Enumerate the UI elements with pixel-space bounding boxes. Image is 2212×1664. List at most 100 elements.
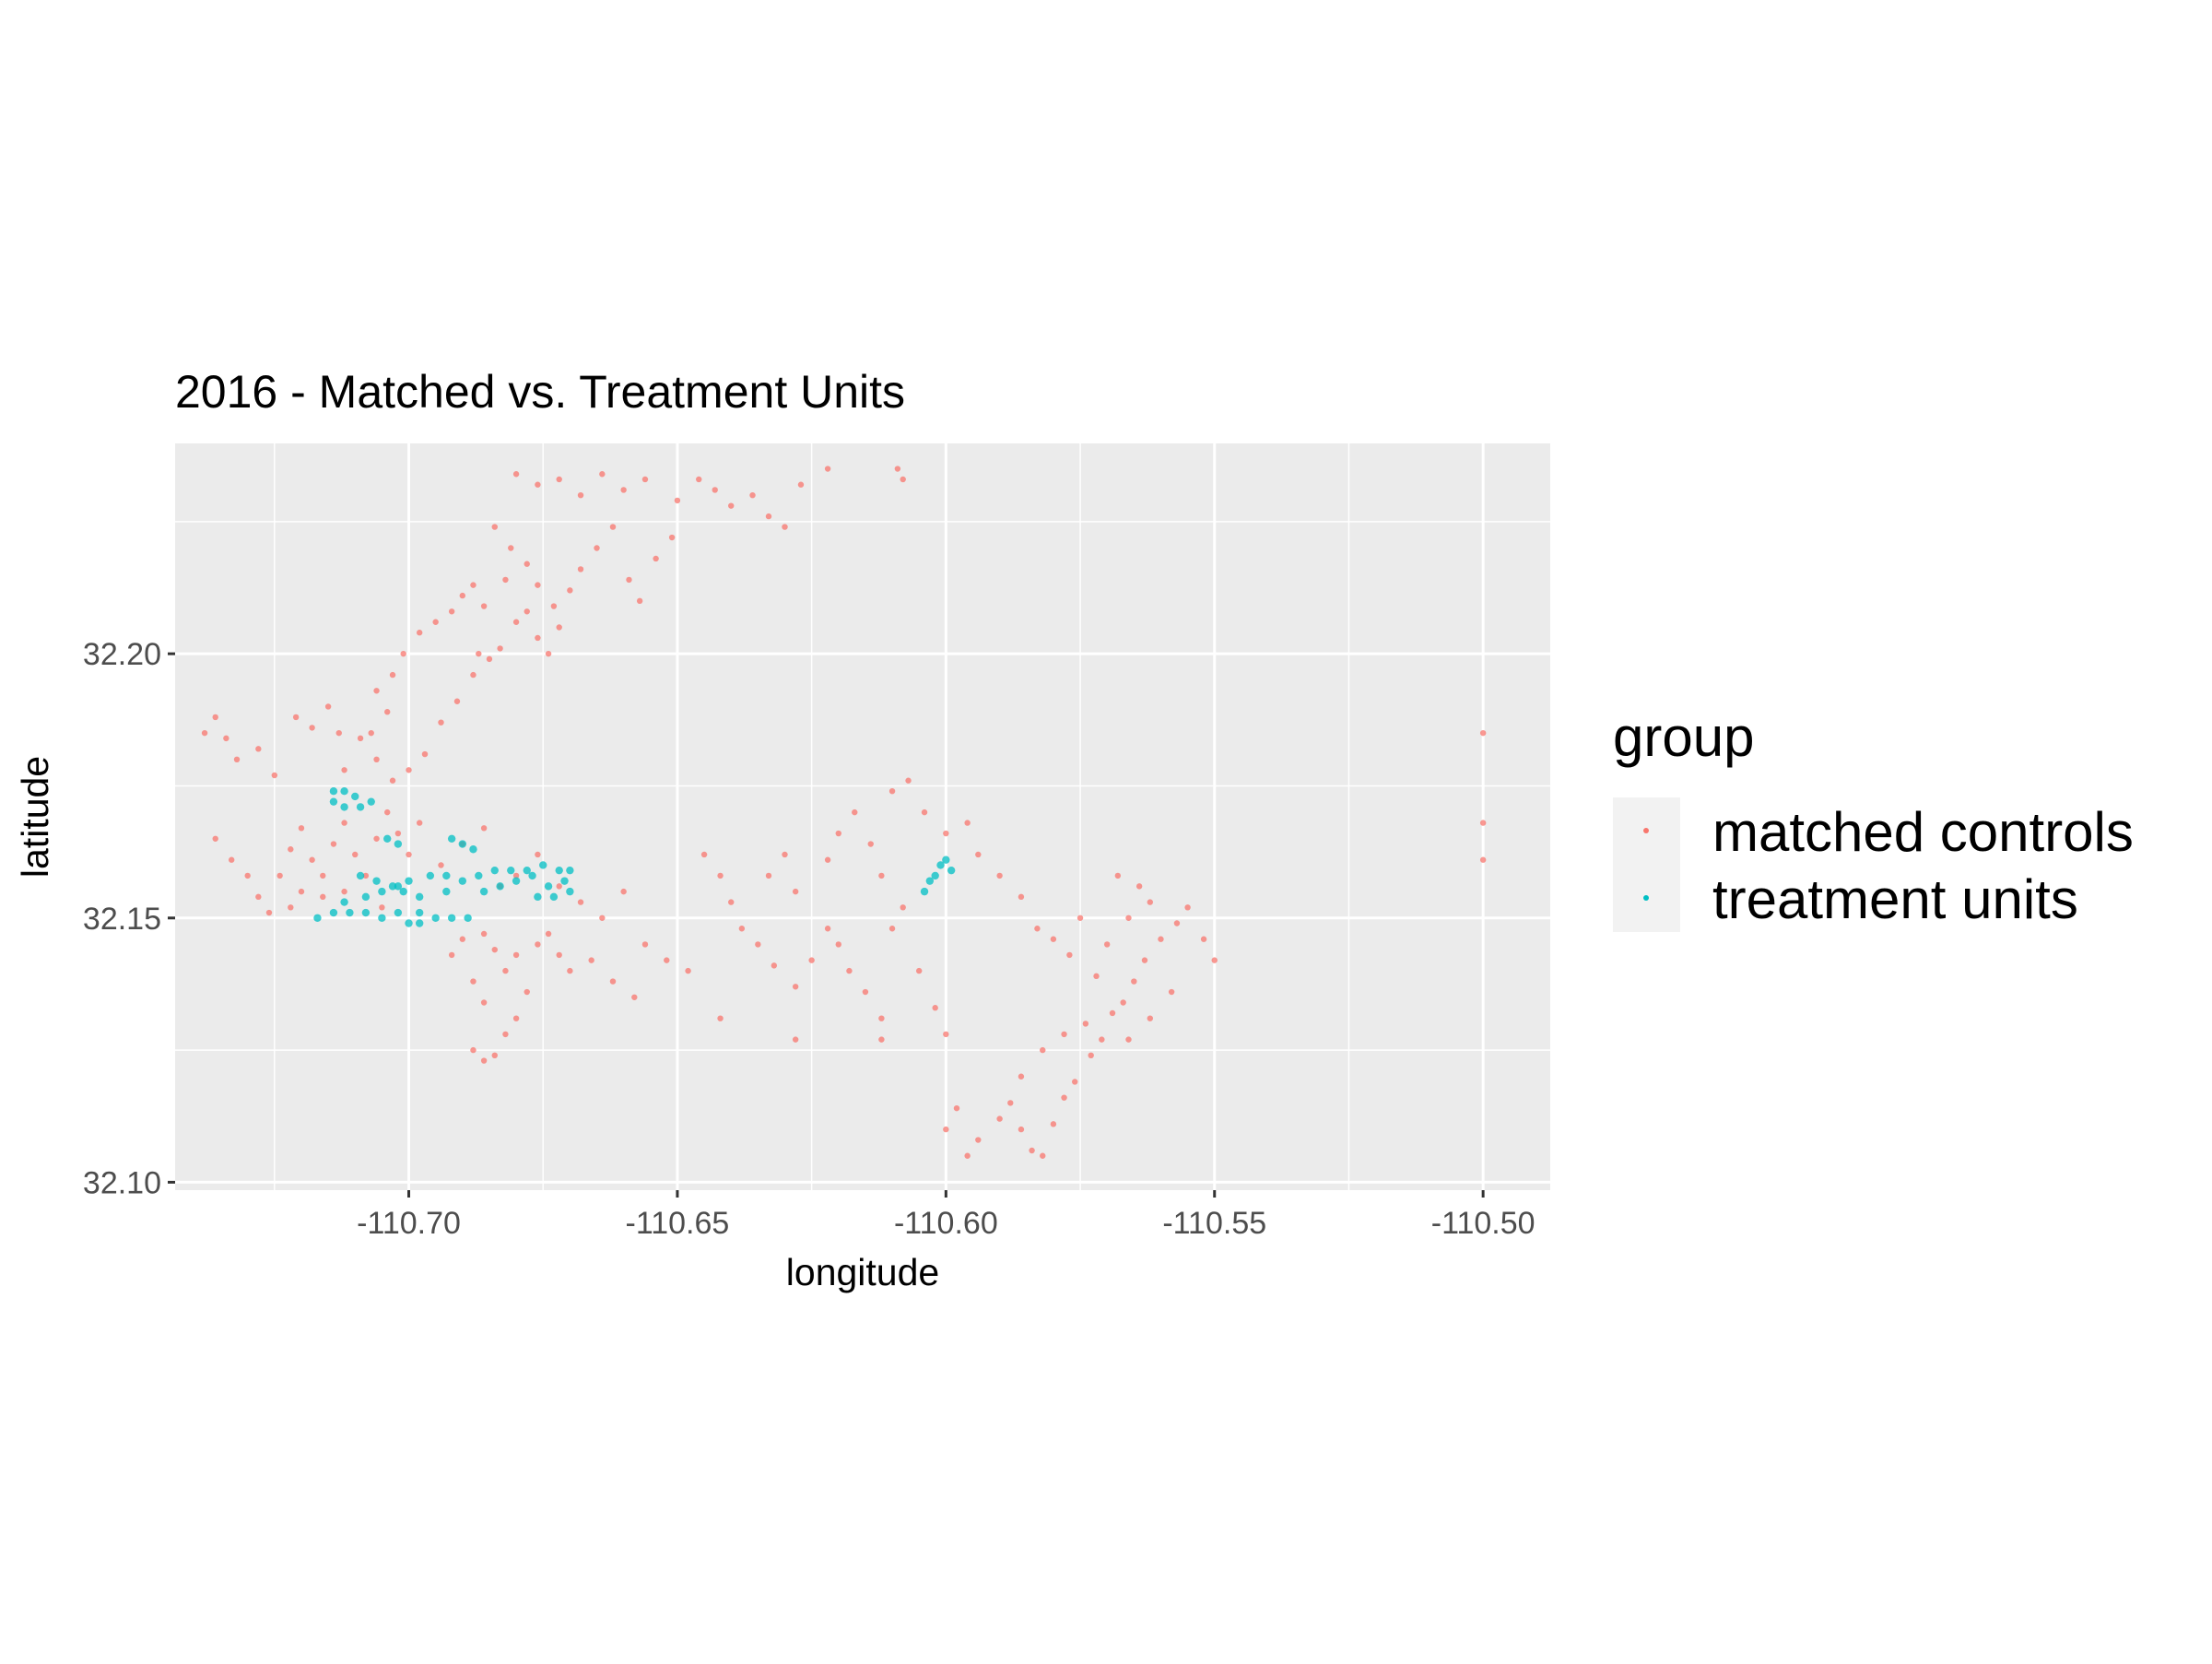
point-matched-control [1066, 951, 1073, 959]
point-treatment-unit [936, 861, 945, 869]
point-matched-control [594, 545, 600, 551]
point-matched-control [512, 951, 520, 959]
point-matched-control [1040, 1046, 1046, 1054]
point-treatment-unit [340, 898, 348, 906]
point-matched-control [1007, 1100, 1014, 1106]
point-matched-control [846, 967, 853, 974]
point-treatment-unit [496, 882, 504, 891]
point-matched-control [212, 835, 218, 842]
point-matched-control [792, 1036, 799, 1043]
point-matched-control [480, 999, 488, 1006]
point-matched-control [535, 941, 541, 948]
point-matched-control [556, 883, 562, 890]
point-matched-control [1168, 988, 1175, 996]
point-matched-control [1173, 920, 1181, 926]
point-treatment-unit [442, 887, 451, 896]
point-matched-control [771, 962, 778, 969]
point-matched-control [824, 856, 831, 863]
point-treatment-unit [479, 887, 488, 896]
point-matched-control [609, 524, 617, 530]
plot-panel [175, 443, 1550, 1190]
point-matched-control [545, 650, 552, 657]
point-matched-control [255, 893, 262, 901]
point-matched-control [862, 988, 869, 996]
point-treatment-unit [512, 877, 521, 885]
point-treatment-unit [340, 786, 348, 796]
point-matched-control [782, 851, 788, 858]
point-matched-control [631, 994, 638, 1000]
point-matched-control [512, 619, 520, 625]
point-matched-control [577, 566, 584, 572]
point-treatment-unit [340, 803, 348, 811]
point-treatment-unit [388, 882, 397, 891]
point-treatment-unit [361, 908, 371, 917]
point-treatment-unit [329, 786, 338, 796]
point-treatment-unit [528, 871, 536, 880]
point-matched-control [480, 603, 488, 609]
point-treatment-unit [346, 908, 354, 917]
point-matched-control [362, 872, 370, 879]
point-matched-control [480, 825, 488, 832]
point-matched-control [448, 951, 455, 959]
point-matched-control [212, 714, 218, 721]
point-matched-control [712, 487, 718, 493]
point-treatment-unit [566, 866, 574, 875]
point-matched-control [636, 597, 643, 605]
point-matched-control [824, 466, 831, 472]
point-matched-control [1088, 1052, 1094, 1059]
point-matched-control [674, 497, 681, 504]
legend-label-matched-controls: matched controls [1712, 801, 2134, 863]
point-matched-control [292, 714, 300, 721]
point-matched-control [535, 634, 541, 642]
point-matched-control [341, 888, 347, 895]
point-treatment-unit [566, 887, 574, 896]
point-matched-control [641, 941, 649, 948]
legend-dot-matched-controls [1643, 828, 1649, 833]
point-treatment-unit [378, 887, 386, 896]
point-matched-control [502, 967, 509, 974]
point-treatment-unit [549, 892, 559, 902]
point-matched-control [228, 856, 235, 863]
point-matched-control [728, 502, 735, 509]
point-matched-control [470, 582, 477, 588]
point-matched-control [373, 688, 380, 694]
point-matched-control [975, 851, 982, 858]
point-matched-control [878, 1036, 885, 1043]
point-matched-control [915, 967, 923, 974]
point-matched-control [480, 1057, 488, 1064]
point-matched-control [921, 808, 928, 816]
point-matched-control [476, 650, 482, 657]
point-matched-control [996, 872, 1003, 879]
point-matched-control [508, 545, 514, 551]
point-matched-control [491, 524, 498, 530]
point-matched-control [792, 888, 799, 895]
point-matched-control [765, 872, 772, 879]
point-treatment-unit [378, 914, 386, 922]
point-treatment-unit [560, 877, 569, 885]
point-matched-control [1099, 1036, 1105, 1043]
point-treatment-unit [458, 877, 467, 885]
point-treatment-unit [475, 871, 483, 880]
point-treatment-unit [931, 871, 939, 880]
point-matched-control [878, 872, 885, 879]
point-matched-control [389, 671, 396, 679]
point-matched-control [964, 1152, 971, 1159]
point-matched-control [1158, 936, 1164, 942]
point-matched-control [894, 466, 901, 472]
point-treatment-unit [539, 861, 547, 869]
point-matched-control [309, 856, 315, 863]
point-matched-control [932, 1005, 938, 1011]
point-matched-control [324, 703, 332, 710]
point-matched-control [502, 576, 509, 584]
point-matched-control [792, 984, 799, 990]
point-matched-control [352, 851, 359, 858]
point-matched-control [288, 846, 294, 853]
point-treatment-unit [405, 877, 413, 885]
point-matched-control [524, 561, 530, 567]
point-matched-control [535, 481, 541, 488]
point-matched-control [852, 808, 858, 816]
point-treatment-unit [426, 871, 435, 880]
point-matched-control [470, 671, 477, 679]
point-treatment-unit [329, 797, 338, 806]
point-matched-control [480, 930, 488, 938]
